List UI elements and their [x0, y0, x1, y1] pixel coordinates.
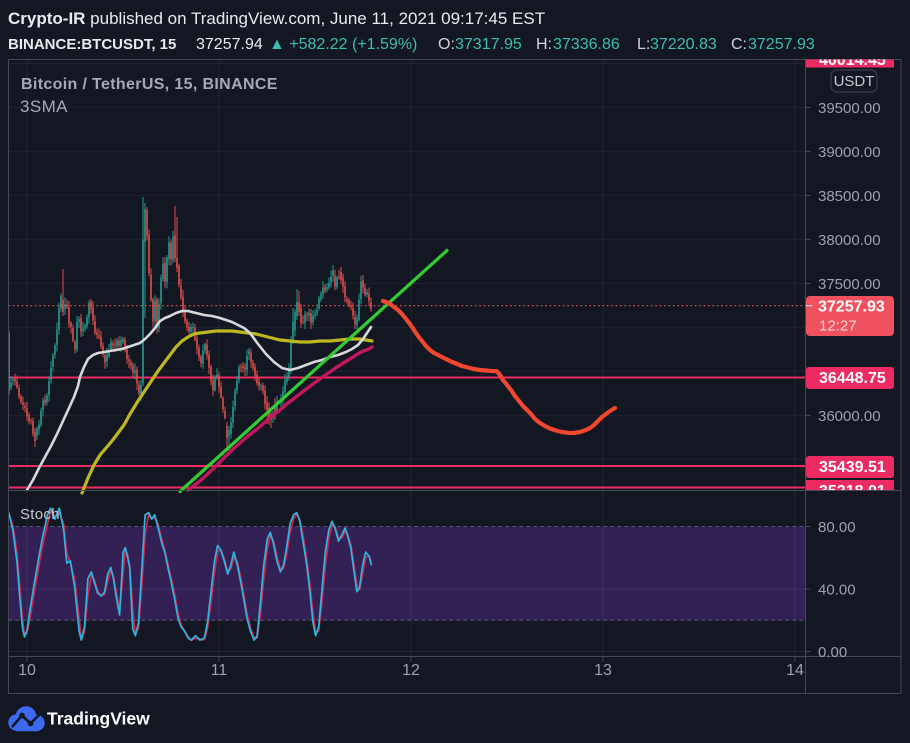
svg-text:38000.00: 38000.00	[818, 232, 881, 249]
svg-text:14: 14	[786, 662, 804, 679]
svg-text:13: 13	[594, 662, 612, 679]
svg-text:10: 10	[18, 662, 36, 679]
svg-text:39000.00: 39000.00	[818, 144, 881, 161]
svg-text:Stoch: Stoch	[20, 506, 60, 523]
svg-text:12: 12	[402, 662, 420, 679]
svg-text:11: 11	[211, 662, 228, 679]
svg-text:35218.01: 35218.01	[819, 483, 886, 500]
svg-text:38500.00: 38500.00	[818, 188, 881, 205]
svg-text:40.00: 40.00	[818, 582, 856, 599]
svg-text:TradingView: TradingView	[47, 709, 150, 729]
svg-text:40014.45: 40014.45	[819, 52, 886, 69]
svg-text:36448.75: 36448.75	[819, 370, 886, 387]
svg-text:12:27: 12:27	[819, 318, 857, 335]
svg-text:Bitcoin / TetherUS, 15, BINANC: Bitcoin / TetherUS, 15, BINANCE	[21, 76, 278, 93]
svg-text:0.00: 0.00	[818, 644, 847, 661]
svg-text:39500.00: 39500.00	[818, 100, 881, 117]
svg-text:3SMA: 3SMA	[20, 97, 68, 116]
svg-text:80.00: 80.00	[818, 519, 856, 536]
svg-text:Crypto-IR published on Trading: Crypto-IR published on TradingView.com, …	[8, 9, 545, 28]
svg-text:37500.00: 37500.00	[818, 276, 881, 293]
svg-text:USDT: USDT	[834, 73, 875, 90]
svg-text:37257.93: 37257.93	[818, 299, 885, 316]
svg-text:35439.51: 35439.51	[819, 459, 886, 476]
svg-text:36000.00: 36000.00	[818, 408, 881, 425]
